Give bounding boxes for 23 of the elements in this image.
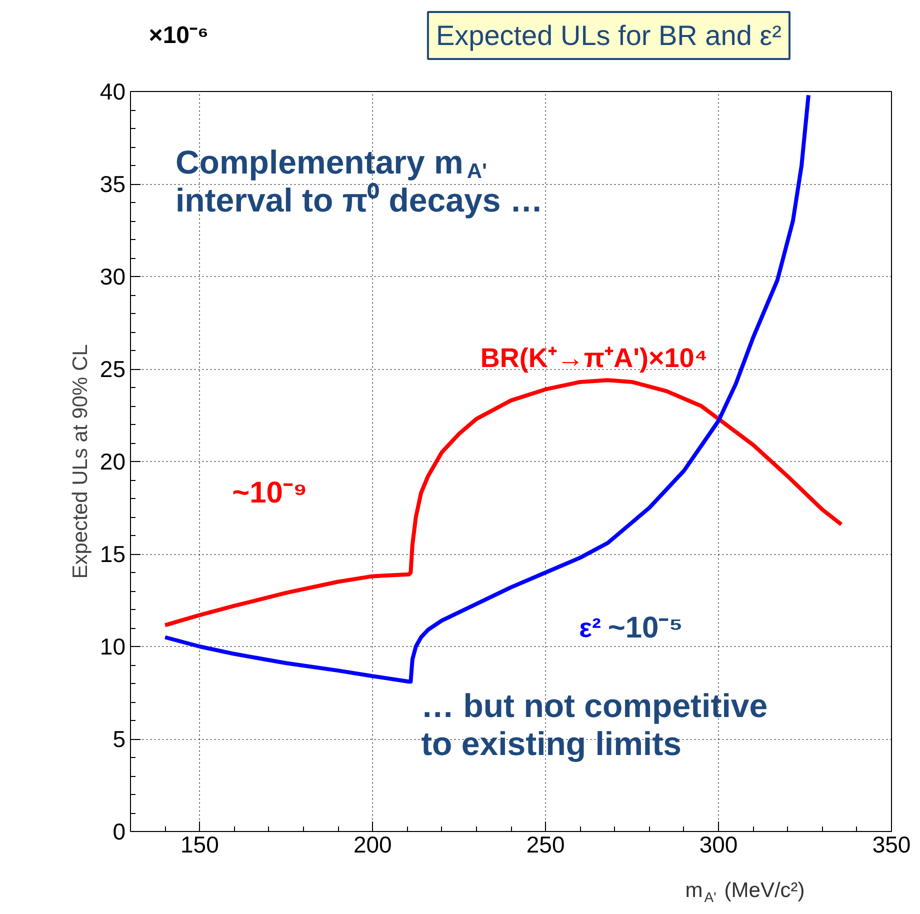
chart-title: Expected ULs for BR and ε²: [436, 20, 782, 51]
series-label: BR(K⁺→π⁺A')×10⁴: [480, 342, 708, 373]
x-tick-label: 200: [353, 832, 392, 858]
y-tick-label: 25: [100, 356, 126, 382]
line-series: [163, 93, 810, 684]
y-tick-label: 15: [100, 541, 126, 567]
y-tick-label: 35: [100, 171, 126, 197]
y-tick-label: 10: [100, 634, 126, 660]
y-tick-label: 30: [100, 264, 126, 290]
x-tick-label: 350: [872, 832, 911, 858]
annotation: ~10⁻⁹: [232, 476, 308, 510]
y-tick-label: 40: [100, 78, 126, 104]
series-label: ε²: [579, 613, 601, 643]
x-tick-label: 150: [180, 832, 219, 858]
y-tick-label: 20: [100, 448, 126, 474]
text: ×10⁻⁶: [148, 22, 209, 49]
annotation: … but not competitive to existing limits: [421, 687, 768, 762]
y-tick-label: 0: [112, 818, 126, 844]
y-axis-title: Expected ULs at 90% CL: [68, 344, 92, 579]
annotation: ~10⁻⁵: [608, 612, 683, 644]
x-tick-label: 250: [526, 832, 565, 858]
x-tick-label: 300: [699, 832, 738, 858]
y-tick-label: 5: [112, 726, 126, 752]
